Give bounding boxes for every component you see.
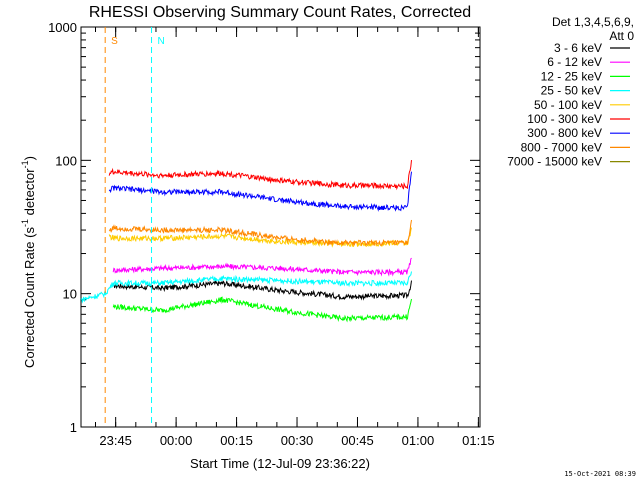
legend-label: 6 - 12 keV [547, 55, 602, 69]
series-line [112, 296, 412, 323]
legend-label: 7000 - 15000 keV [507, 155, 602, 169]
series-line [108, 160, 412, 191]
y-tick-label: 10 [63, 287, 77, 302]
series-line [80, 271, 412, 304]
x-tick-label: 00:45 [341, 433, 374, 448]
y-tick-label: 1000 [48, 20, 77, 35]
legend-label: 50 - 100 keV [534, 98, 602, 112]
legend-label: 300 - 800 keV [527, 126, 602, 140]
x-tick-label: 00:30 [281, 433, 314, 448]
mode-marker-label: N [158, 36, 165, 47]
y-tick-label: 1 [70, 420, 77, 435]
chart-title: RHESSI Observing Summary Count Rates, Co… [89, 4, 471, 21]
ylabel-end: ) [22, 156, 37, 160]
legend-label: 100 - 300 keV [527, 112, 602, 126]
x-tick-label: 23:45 [99, 433, 132, 448]
series-line [113, 279, 412, 301]
ylabel-mid: detector [22, 168, 37, 219]
x-axis-label: Start Time (12-Jul-09 23:36:22) [190, 456, 370, 471]
ylabel-sup1: -1 [20, 219, 30, 227]
ylabel-sup2: -1 [20, 160, 30, 168]
legend-label: 3 - 6 keV [554, 41, 602, 55]
x-tick-label: 01:15 [462, 433, 495, 448]
y-axis-label: Corrected Count Rate (s-1 detector-1) [20, 156, 37, 368]
series-line [108, 171, 412, 212]
series-line [108, 227, 412, 248]
x-tick-label: 00:00 [160, 433, 193, 448]
footer-timestamp: 15-Oct-2021 08:39 [564, 470, 636, 478]
series-line [108, 219, 412, 247]
plot-frame [80, 26, 481, 428]
x-tick-label: 01:00 [402, 433, 435, 448]
svg-text:Corrected Count Rate (s-1 dete: Corrected Count Rate (s-1 detector-1) [20, 156, 37, 368]
legend-label: 12 - 25 keV [541, 69, 602, 83]
legend-title-1: Det 1,3,4,5,6,9, [552, 15, 634, 29]
plot-area: 1 10 100 1000 23:45 00:00 00:15 00:30 00:45 01:00… [48, 20, 495, 448]
mode-marker-label: S [111, 36, 118, 47]
legend-title-2: Att 0 [609, 29, 634, 43]
y-tick-label: 100 [55, 153, 77, 168]
legend-label: 25 - 50 keV [541, 84, 602, 98]
legend-label: 800 - 7000 keV [521, 140, 602, 154]
x-tick-label: 00:15 [220, 433, 253, 448]
ylabel-main: Corrected Count Rate (s [22, 227, 37, 368]
series-line [112, 257, 412, 277]
